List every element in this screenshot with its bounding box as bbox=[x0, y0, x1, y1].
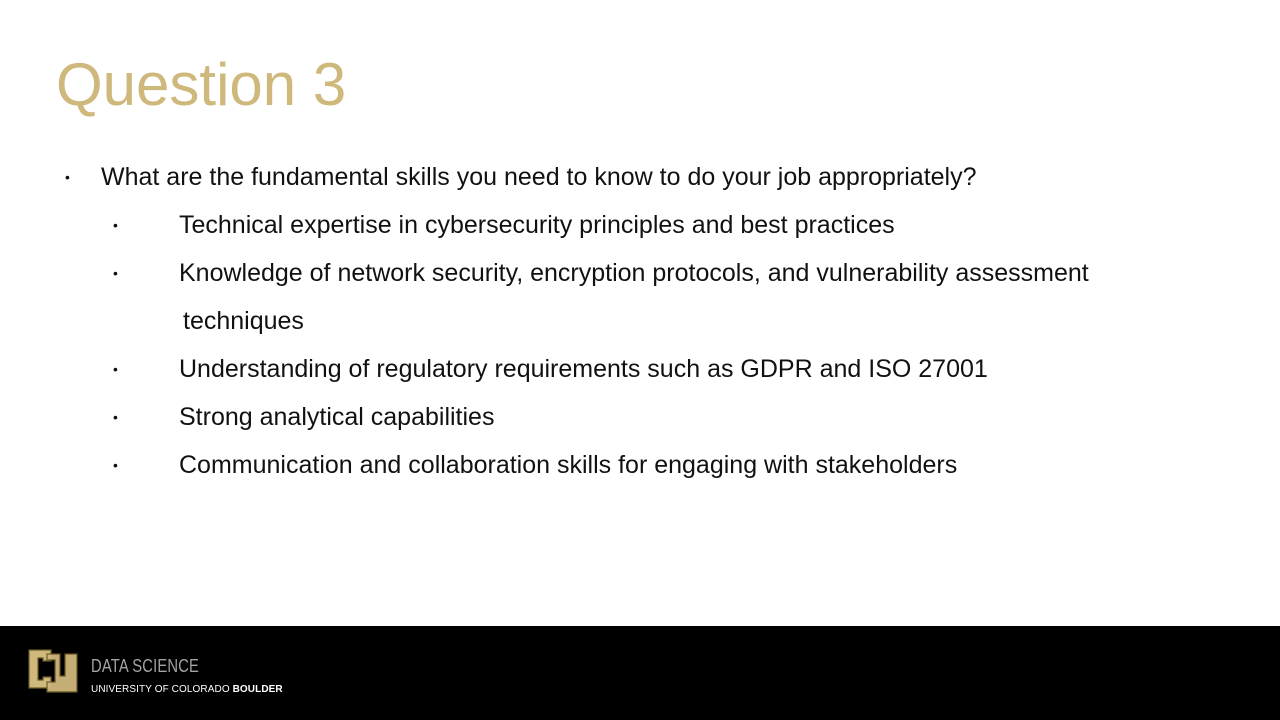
bullet-marker: • bbox=[65, 169, 70, 185]
answer-item: Strong analytical capabilities bbox=[179, 403, 495, 431]
university-prefix: UNIVERSITY OF COLORADO bbox=[91, 684, 233, 695]
bullet-marker: • bbox=[113, 457, 118, 473]
answer-item-continuation: techniques bbox=[183, 307, 304, 335]
answer-item: Understanding of regulatory requirements… bbox=[179, 355, 988, 383]
question-text: What are the fundamental skills you need… bbox=[101, 163, 977, 191]
slide-content: • What are the fundamental skills you ne… bbox=[65, 163, 1089, 479]
cu-logo-icon bbox=[28, 649, 78, 693]
slide-title: Question 3 bbox=[56, 51, 347, 118]
department-name: DATA SCIENCE bbox=[91, 656, 200, 676]
bullet-marker: • bbox=[113, 361, 118, 377]
footer-bar: DATA SCIENCE UNIVERSITY OF COLORADO BOUL… bbox=[0, 626, 1280, 720]
answer-item: Technical expertise in cybersecurity pri… bbox=[179, 211, 895, 239]
answer-item: Knowledge of network security, encryptio… bbox=[179, 259, 1089, 287]
bullet-marker: • bbox=[113, 265, 118, 281]
bullet-marker: • bbox=[113, 217, 118, 233]
bullet-marker: • bbox=[113, 409, 118, 425]
university-name: UNIVERSITY OF COLORADO BOULDER bbox=[91, 684, 283, 696]
university-campus: BOULDER bbox=[232, 684, 283, 695]
answer-item: Communication and collaboration skills f… bbox=[179, 451, 958, 479]
